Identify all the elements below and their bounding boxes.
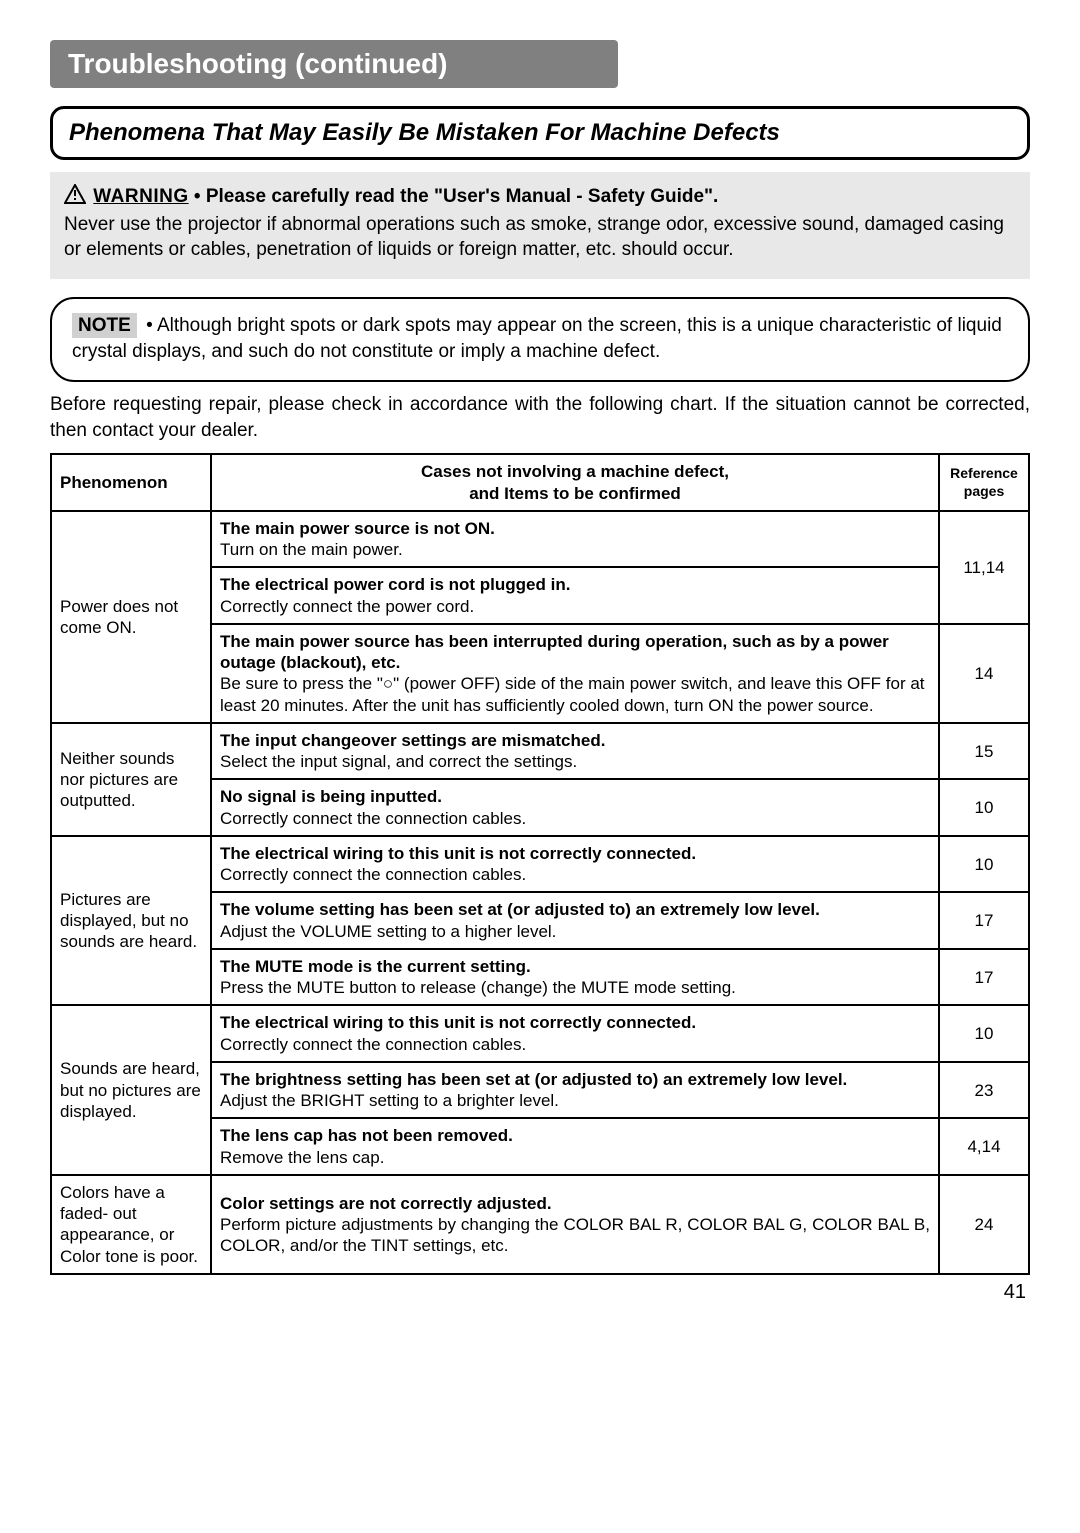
case-bold: The lens cap has not been removed.	[220, 1126, 513, 1145]
warning-bullet: • Please carefully read the "User's Manu…	[194, 186, 718, 207]
ref-cell: 10	[939, 779, 1029, 836]
warning-body: Never use the projector if abnormal oper…	[64, 212, 1016, 263]
phenomenon-cell: Sounds are heard, but no pictures are di…	[51, 1005, 211, 1175]
ref-cell: 15	[939, 723, 1029, 780]
pre-table-text: Before requesting repair, please check i…	[50, 392, 1030, 443]
note-box: NOTE • Although bright spots or dark spo…	[50, 297, 1030, 382]
ref-cell: 11,14	[939, 511, 1029, 624]
case-body: Perform picture adjustments by changing …	[220, 1215, 930, 1255]
phenomenon-cell: Neither sounds nor pictures are outputte…	[51, 723, 211, 836]
case-cell: The main power source has been interrupt…	[211, 624, 939, 723]
case-body: Adjust the VOLUME setting to a higher le…	[220, 922, 556, 941]
section-banner: Troubleshooting (continued)	[50, 40, 618, 88]
phenomenon-cell: Power does not come ON.	[51, 511, 211, 723]
case-bold: The brightness setting has been set at (…	[220, 1070, 847, 1089]
header-cases-l2: and Items to be confirmed	[469, 484, 681, 503]
warning-block: WARNING • Please carefully read the "Use…	[50, 172, 1030, 279]
subtitle-box: Phenomena That May Easily Be Mistaken Fo…	[50, 106, 1030, 160]
case-bold: The main power source is not ON.	[220, 519, 495, 538]
case-cell: Color settings are not correctly adjuste…	[211, 1175, 939, 1274]
case-cell: The MUTE mode is the current setting. Pr…	[211, 949, 939, 1006]
case-cell: No signal is being inputted. Correctly c…	[211, 779, 939, 836]
case-bold: The MUTE mode is the current setting.	[220, 957, 531, 976]
case-cell: The lens cap has not been removed. Remov…	[211, 1118, 939, 1175]
case-bold: Color settings are not correctly adjuste…	[220, 1194, 552, 1213]
header-phenomenon: Phenomenon	[51, 454, 211, 511]
case-bold: The electrical power cord is not plugged…	[220, 575, 570, 594]
case-bold: No signal is being inputted.	[220, 787, 442, 806]
warning-label: WARNING	[93, 186, 188, 207]
case-bold: The electrical wiring to this unit is no…	[220, 844, 696, 863]
case-body: Correctly connect the power cord.	[220, 597, 474, 616]
table-row: Sounds are heard, but no pictures are di…	[51, 1005, 1029, 1062]
ref-cell: 10	[939, 1005, 1029, 1062]
ref-cell: 4,14	[939, 1118, 1029, 1175]
ref-cell: 10	[939, 836, 1029, 893]
troubleshooting-table: Phenomenon Cases not involving a machine…	[50, 453, 1030, 1275]
ref-cell: 14	[939, 624, 1029, 723]
case-body: Turn on the main power.	[220, 540, 403, 559]
case-body: Select the input signal, and correct the…	[220, 752, 577, 771]
warning-triangle-icon	[64, 184, 86, 212]
ref-cell: 23	[939, 1062, 1029, 1119]
case-cell: The input changeover settings are mismat…	[211, 723, 939, 780]
header-cases-l1: Cases not involving a machine defect,	[421, 462, 729, 481]
case-body: Remove the lens cap.	[220, 1148, 384, 1167]
case-cell: The volume setting has been set at (or a…	[211, 892, 939, 949]
ref-cell: 24	[939, 1175, 1029, 1274]
case-cell: The electrical wiring to this unit is no…	[211, 1005, 939, 1062]
note-body: • Although bright spots or dark spots ma…	[72, 315, 1002, 362]
case-body: Adjust the BRIGHT setting to a brighter …	[220, 1091, 559, 1110]
case-bold: The electrical wiring to this unit is no…	[220, 1013, 696, 1032]
case-bold: The input changeover settings are mismat…	[220, 731, 605, 750]
header-ref-l1: Reference	[950, 465, 1018, 481]
table-row: Pictures are displayed, but no sounds ar…	[51, 836, 1029, 893]
case-body: Correctly connect the connection cables.	[220, 1035, 526, 1054]
header-cases: Cases not involving a machine defect, an…	[211, 454, 939, 511]
case-cell: The electrical power cord is not plugged…	[211, 567, 939, 624]
note-label: NOTE	[72, 313, 137, 338]
warning-heading: WARNING • Please carefully read the "Use…	[64, 184, 1016, 212]
header-reference: Reference pages	[939, 454, 1029, 511]
case-bold: The volume setting has been set at (or a…	[220, 900, 820, 919]
phenomenon-cell: Pictures are displayed, but no sounds ar…	[51, 836, 211, 1006]
ref-cell: 17	[939, 949, 1029, 1006]
header-ref-l2: pages	[964, 483, 1004, 499]
table-header-row: Phenomenon Cases not involving a machine…	[51, 454, 1029, 511]
page-number: 41	[50, 1281, 1030, 1304]
case-bold: The main power source has been interrupt…	[220, 632, 889, 672]
table-row: Neither sounds nor pictures are outputte…	[51, 723, 1029, 780]
phenomenon-cell: Colors have a faded- out appearance, or …	[51, 1175, 211, 1274]
table-row: Power does not come ON. The main power s…	[51, 511, 1029, 568]
case-cell: The main power source is not ON. Turn on…	[211, 511, 939, 568]
case-cell: The electrical wiring to this unit is no…	[211, 836, 939, 893]
case-body: Correctly connect the connection cables.	[220, 809, 526, 828]
case-body: Correctly connect the connection cables.	[220, 865, 526, 884]
subtitle-text: Phenomena That May Easily Be Mistaken Fo…	[69, 119, 1011, 147]
case-cell: The brightness setting has been set at (…	[211, 1062, 939, 1119]
table-row: Colors have a faded- out appearance, or …	[51, 1175, 1029, 1274]
ref-cell: 17	[939, 892, 1029, 949]
case-body: Be sure to press the "○" (power OFF) sid…	[220, 674, 925, 714]
case-body: Press the MUTE button to release (change…	[220, 978, 736, 997]
